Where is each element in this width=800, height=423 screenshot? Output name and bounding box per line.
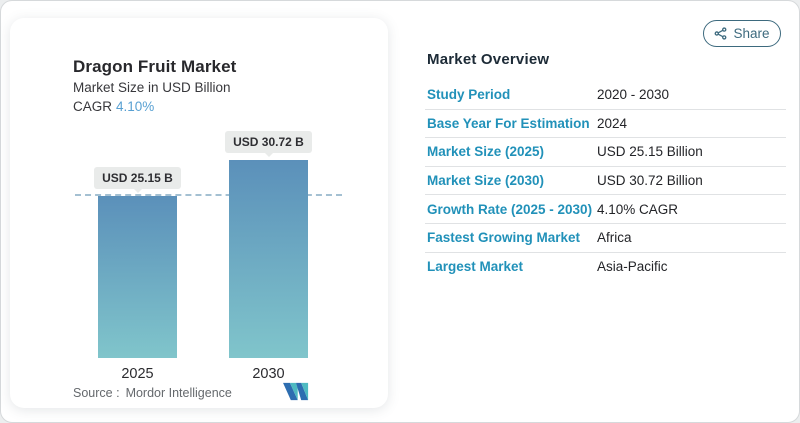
row-label: Study Period: [427, 87, 511, 103]
row-value: Africa: [597, 230, 632, 246]
overview-table: Study Period 2020 - 2030 Base Year For E…: [425, 81, 786, 281]
table-row: Base Year For Estimation 2024: [425, 110, 786, 139]
source-line: Source : Mordor Intelligence: [73, 386, 232, 400]
row-label: Largest Market: [427, 259, 524, 275]
bar-2025: [98, 196, 177, 358]
source-name: Mordor Intelligence: [125, 386, 232, 400]
row-value: USD 30.72 Billion: [597, 173, 703, 189]
row-label: Market Size (2025): [427, 144, 545, 160]
bar-2030: [229, 160, 308, 358]
mordor-intelligence-logo-icon: [283, 382, 309, 401]
share-nodes-icon: [715, 27, 727, 40]
bar-value-label-2025: USD 25.15 B: [88, 167, 187, 193]
cagr-label: CAGR: [73, 99, 113, 114]
table-row: Largest Market Asia-Pacific: [425, 253, 786, 282]
row-value: 2020 - 2030: [597, 87, 670, 103]
table-row: Fastest Growing Market Africa: [425, 224, 786, 253]
overview-heading: Market Overview: [427, 51, 550, 68]
tag-pointer-icon: [263, 152, 274, 157]
share-button-label: Share: [733, 26, 770, 41]
tag-pointer-icon: [132, 188, 143, 193]
row-value: USD 25.15 Billion: [597, 144, 703, 160]
chart-card: Dragon Fruit Market Market Size in USD B…: [10, 18, 388, 408]
source-label: Source :: [73, 386, 120, 400]
row-label: Fastest Growing Market: [427, 230, 581, 246]
row-value: Asia-Pacific: [597, 259, 668, 275]
row-label: Market Size (2030): [427, 173, 545, 189]
x-axis-label-2030: 2030: [252, 366, 285, 382]
share-button[interactable]: Share: [703, 20, 781, 47]
chart-title: Dragon Fruit Market: [73, 57, 237, 76]
bar-value-label-2030: USD 30.72 B: [219, 131, 318, 157]
table-row: Market Size (2025) USD 25.15 Billion: [425, 138, 786, 167]
chart-subtitle: Market Size in USD Billion: [73, 80, 231, 95]
table-row: Study Period 2020 - 2030: [425, 81, 786, 110]
x-axis-label-2025: 2025: [121, 366, 154, 382]
table-row: Market Size (2030) USD 30.72 Billion: [425, 167, 786, 196]
row-label: Base Year For Estimation: [427, 115, 590, 131]
reference-line: [75, 194, 342, 196]
bar-value-tag: USD 25.15 B: [94, 167, 181, 189]
row-label: Growth Rate (2025 - 2030): [427, 201, 593, 217]
bar-value-tag: USD 30.72 B: [225, 131, 312, 153]
row-value: 4.10% CAGR: [597, 201, 679, 217]
cagr-value: 4.10%: [116, 99, 155, 114]
table-row: Growth Rate (2025 - 2030) 4.10% CAGR: [425, 195, 786, 224]
row-value: 2024: [597, 115, 628, 131]
cagr-line: CAGR 4.10%: [73, 99, 154, 114]
